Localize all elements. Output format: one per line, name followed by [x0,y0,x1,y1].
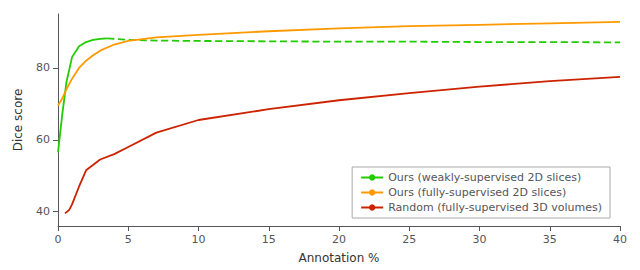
svg-text:35: 35 [543,233,557,246]
svg-text:Ours (weakly-supervised 2D sli: Ours (weakly-supervised 2D slices) [388,171,581,184]
svg-text:Annotation %: Annotation % [298,251,379,265]
svg-text:10: 10 [192,233,206,246]
svg-text:20: 20 [332,233,346,246]
svg-text:80: 80 [36,61,50,74]
svg-text:25: 25 [402,233,416,246]
svg-text:15: 15 [262,233,276,246]
svg-text:Random (fully-supervised 3D vo: Random (fully-supervised 3D volumes) [388,201,602,214]
svg-text:Dice score: Dice score [11,89,25,152]
svg-text:5: 5 [125,233,132,246]
svg-text:60: 60 [36,133,50,146]
svg-text:30: 30 [473,233,487,246]
svg-text:40: 40 [36,205,50,218]
svg-text:0: 0 [55,233,62,246]
svg-text:40: 40 [613,233,627,246]
svg-text:Ours (fully-supervised 2D slic: Ours (fully-supervised 2D slices) [388,186,566,199]
